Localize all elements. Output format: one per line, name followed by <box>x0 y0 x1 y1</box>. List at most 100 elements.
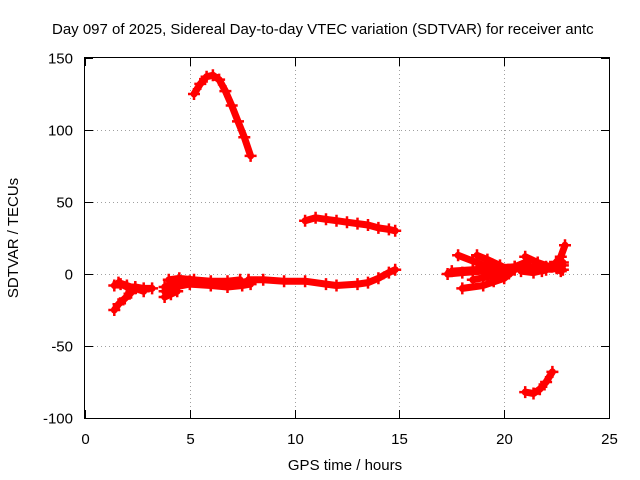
data-point <box>445 265 458 278</box>
data-point <box>494 259 506 272</box>
data-point <box>213 73 226 86</box>
data-point <box>456 282 469 295</box>
data-point <box>330 214 343 227</box>
tick-labels: 0 5 10 15 20 25 150 100 50 0 -50 -100 <box>43 51 618 449</box>
series-layer <box>108 69 571 400</box>
data-point <box>477 279 490 292</box>
data-point <box>299 275 312 288</box>
data-point <box>389 263 402 276</box>
data-point <box>200 70 213 83</box>
data-point <box>309 211 322 224</box>
data-point <box>164 288 177 301</box>
data-point <box>330 279 343 292</box>
series-arc-1 <box>188 69 257 162</box>
data-point <box>351 217 364 230</box>
data-point <box>531 256 544 269</box>
data-point <box>559 239 571 252</box>
y-tick-label: -50 <box>51 339 73 356</box>
series-line <box>521 253 565 275</box>
data-point <box>162 273 175 286</box>
data-point <box>188 273 200 286</box>
data-point <box>498 268 511 280</box>
x-tick-label: 5 <box>186 431 194 448</box>
data-point <box>232 115 244 128</box>
y-tick-label: 50 <box>56 195 73 212</box>
y-tick-label: -100 <box>43 411 73 428</box>
data-point <box>519 386 532 399</box>
data-point <box>221 275 234 288</box>
series-line <box>190 71 255 160</box>
series-arc-7 <box>158 285 184 303</box>
data-point <box>244 278 257 291</box>
series-line <box>490 259 529 285</box>
y-axis-label: SDTVAR / TECUs <box>5 178 22 298</box>
y-tick-label: 100 <box>48 123 73 140</box>
data-point <box>118 292 131 305</box>
y-tick-label: 0 <box>65 267 73 284</box>
series-line <box>110 289 135 314</box>
x-tick-label: 0 <box>81 431 89 448</box>
data-point <box>320 278 332 291</box>
data-point <box>515 265 527 278</box>
data-point <box>225 99 238 112</box>
data-point <box>554 250 567 263</box>
x-tick-label: 20 <box>496 431 513 448</box>
series-line <box>473 251 512 274</box>
ticks-layer <box>85 58 610 419</box>
data-point <box>540 376 553 388</box>
data-point <box>523 262 536 275</box>
data-point <box>158 291 171 303</box>
data-point <box>219 85 232 98</box>
data-point <box>554 265 567 278</box>
data-point <box>194 77 207 90</box>
data-point <box>362 219 374 231</box>
chart-title: Day 097 of 2025, Sidereal Day-to-day VTE… <box>52 21 594 38</box>
data-point <box>508 260 521 273</box>
series-line <box>454 251 500 275</box>
data-point <box>112 276 125 289</box>
data-point <box>171 285 184 298</box>
data-point <box>257 273 270 286</box>
series-arc-10 <box>112 276 150 298</box>
series-arc-2 <box>299 211 402 237</box>
data-point <box>137 285 150 298</box>
data-point <box>320 213 332 226</box>
grid-lines <box>85 58 609 418</box>
data-point <box>372 272 385 285</box>
data-point <box>452 249 465 262</box>
data-point <box>351 278 364 291</box>
x-tick-label: 10 <box>287 431 304 448</box>
data-point <box>382 223 395 236</box>
data-point <box>341 216 353 229</box>
data-point <box>466 273 479 286</box>
data-point <box>206 69 219 82</box>
x-tick-label: 25 <box>601 431 618 448</box>
data-point <box>519 250 532 263</box>
data-point <box>362 276 374 289</box>
series-arc-6 <box>162 272 247 288</box>
data-point <box>244 149 257 162</box>
data-point <box>234 273 247 286</box>
series-arc-3 <box>242 263 402 292</box>
data-point <box>278 275 291 288</box>
series-arc-20 <box>519 250 567 278</box>
data-point <box>204 275 217 288</box>
data-point <box>389 224 402 237</box>
data-point <box>120 279 133 292</box>
data-point <box>481 270 494 283</box>
data-point <box>533 383 546 396</box>
data-point <box>487 275 500 288</box>
data-point <box>546 365 559 378</box>
data-point <box>299 214 312 227</box>
y-tick-label: 150 <box>48 51 73 68</box>
x-axis-label: GPS time / hours <box>288 457 402 474</box>
data-point <box>112 298 125 311</box>
data-point <box>129 282 142 295</box>
data-point <box>372 221 385 234</box>
plot-frame <box>84 57 610 419</box>
data-point <box>481 253 494 266</box>
data-point <box>238 131 251 144</box>
x-tick-label: 15 <box>391 431 408 448</box>
series-arc-21 <box>519 365 559 400</box>
